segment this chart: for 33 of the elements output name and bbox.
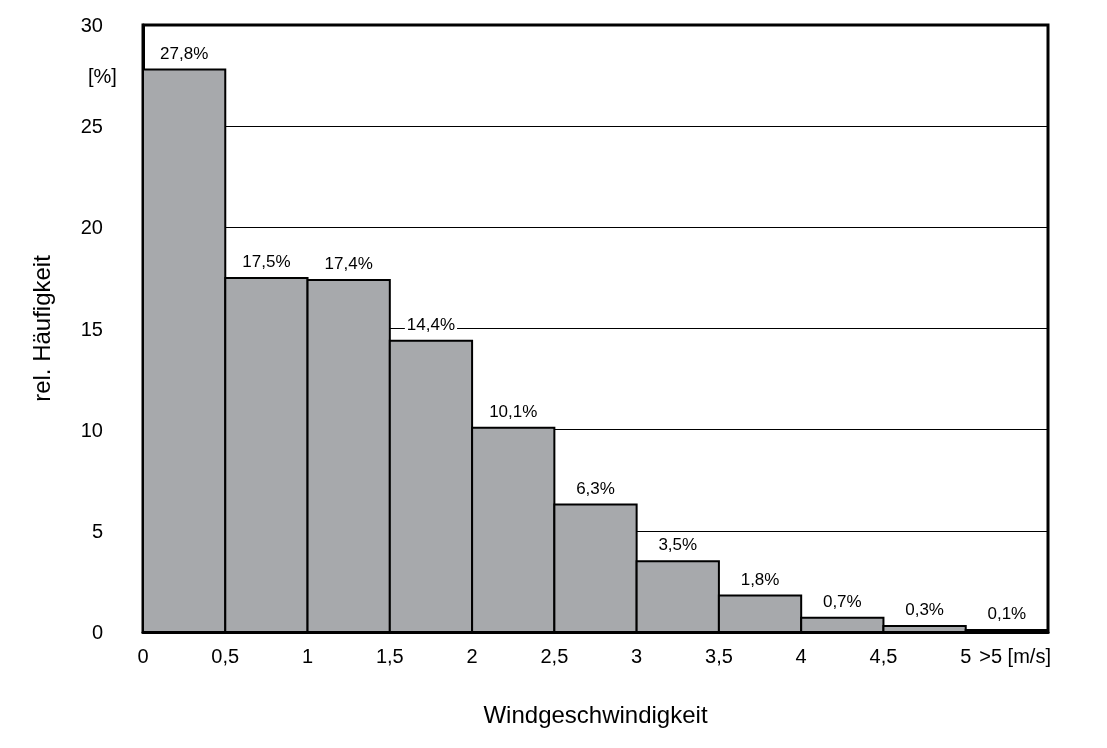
- y-tick-label: 25: [80, 115, 103, 138]
- x-tick-label: 0,5: [211, 645, 240, 667]
- data-label: 14,4%: [406, 314, 456, 334]
- x-tick-label: 0: [137, 645, 149, 667]
- data-label: 1,8%: [740, 569, 780, 589]
- x-tick-label: 3: [631, 645, 643, 667]
- x-tick-label: 5: [960, 645, 972, 667]
- x-axis-title: Windgeschwindigkeit: [483, 700, 708, 728]
- x-tick-label: 2: [466, 645, 478, 667]
- x-tick-label: 4: [795, 645, 807, 667]
- text: [%]: [88, 65, 117, 87]
- data-label: 17,4%: [324, 253, 373, 273]
- y-tick-label: 15: [80, 317, 103, 340]
- data-label: 17,5%: [242, 251, 291, 271]
- data-label: 6,3%: [576, 478, 615, 498]
- x-tick-label: 2,5: [540, 645, 569, 667]
- y-tick-label: 0: [91, 621, 103, 643]
- data-label: 0,3%: [905, 599, 944, 619]
- x-tick-label: 1: [301, 645, 314, 667]
- x-tick-label: 3,5: [705, 645, 733, 667]
- data-label: 3,5%: [658, 535, 698, 555]
- data-label: 10,1%: [489, 401, 538, 421]
- x-tick-label: 4,5: [869, 645, 898, 667]
- data-label: 27,8%: [160, 43, 209, 63]
- x-tick-label: >5 [m/s]: [979, 645, 1051, 667]
- data-label: 0,7%: [822, 591, 862, 611]
- y-tick-label: 10: [80, 418, 103, 441]
- x-tick-label: 1,5: [375, 645, 404, 667]
- y-tick-label: 20: [80, 216, 103, 239]
- data-label: 0,1%: [987, 603, 1027, 623]
- y-axis-title: rel. Häufigkeit: [27, 254, 55, 402]
- y-tick-label: 5: [91, 519, 103, 542]
- y-tick-label: 30: [80, 14, 103, 36]
